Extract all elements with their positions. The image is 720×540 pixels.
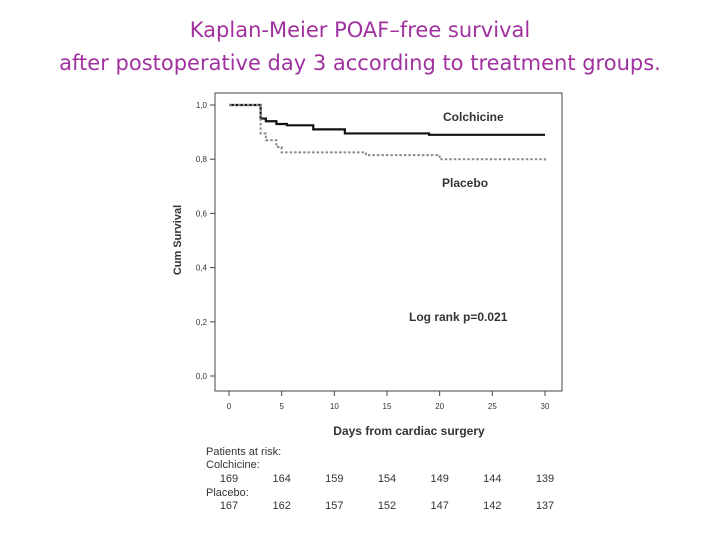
x-tick-label: 30: [541, 402, 550, 411]
x-tick-label: 10: [330, 402, 339, 411]
annotation-placebo-label: Placebo: [442, 176, 488, 190]
x-tick-label: 20: [435, 402, 444, 411]
series-line-colchicine: [229, 103, 545, 136]
x-tick-label: 0: [227, 402, 232, 411]
risk-count-colchicine: 164: [272, 473, 291, 485]
y-tick-label: 0,6: [196, 209, 208, 218]
title-line-1: Kaplan-Meier POAF–free survival: [189, 18, 531, 42]
x-tick-label: 25: [488, 402, 497, 411]
risk-count-colchicine: 154: [377, 473, 397, 485]
risk-header-part2: risk:: [261, 446, 282, 458]
risk-colchicine-label: Colchicine:: [206, 459, 260, 471]
y-tick-label: 0,8: [196, 155, 208, 164]
series-line-placebo: [229, 104, 546, 161]
risk-count-colchicine: 139: [535, 473, 555, 485]
risk-count-placebo: 137: [535, 500, 555, 512]
risk-count-colchicine: 169: [219, 473, 239, 485]
x-tick-label: 15: [383, 402, 392, 411]
slide-title: Kaplan-Meier POAF–free survival after po…: [0, 14, 720, 80]
risk-count-placebo: 147: [430, 500, 449, 512]
x-axis-label: Days from cardiac surgery: [333, 424, 485, 438]
risk-count-colchicine: 149: [430, 473, 449, 485]
risk-count-placebo: 142: [483, 500, 502, 512]
risk-count-placebo: 167: [219, 500, 239, 512]
x-tick-label: 5: [279, 402, 284, 411]
annotation-colchicine-label: Colchicine: [443, 110, 504, 124]
y-tick-label: 1,0: [196, 101, 208, 110]
risk-count-colchicine: 159: [325, 473, 344, 485]
y-tick-label: 0,0: [196, 372, 208, 381]
risk-table-header: Patients at risk:: [206, 446, 281, 458]
risk-placebo-label: Placebo:: [206, 487, 249, 499]
risk-count-placebo: 157: [325, 500, 344, 512]
risk-count-colchicine: 144: [483, 473, 502, 485]
risk-header-part1: Patients at: [206, 446, 258, 458]
risk-count-placebo: 152: [377, 500, 397, 512]
y-tick-label: 0,2: [196, 318, 208, 327]
risk-count-placebo: 162: [272, 500, 291, 512]
title-line-2: after postoperative day 3 according to t…: [59, 51, 661, 75]
annotation-logrank: Log rank p=0.021: [409, 310, 508, 324]
y-tick-label: 0,4: [196, 264, 208, 273]
plot-frame: [214, 92, 563, 392]
y-axis-label: Cum Survival: [172, 205, 184, 275]
